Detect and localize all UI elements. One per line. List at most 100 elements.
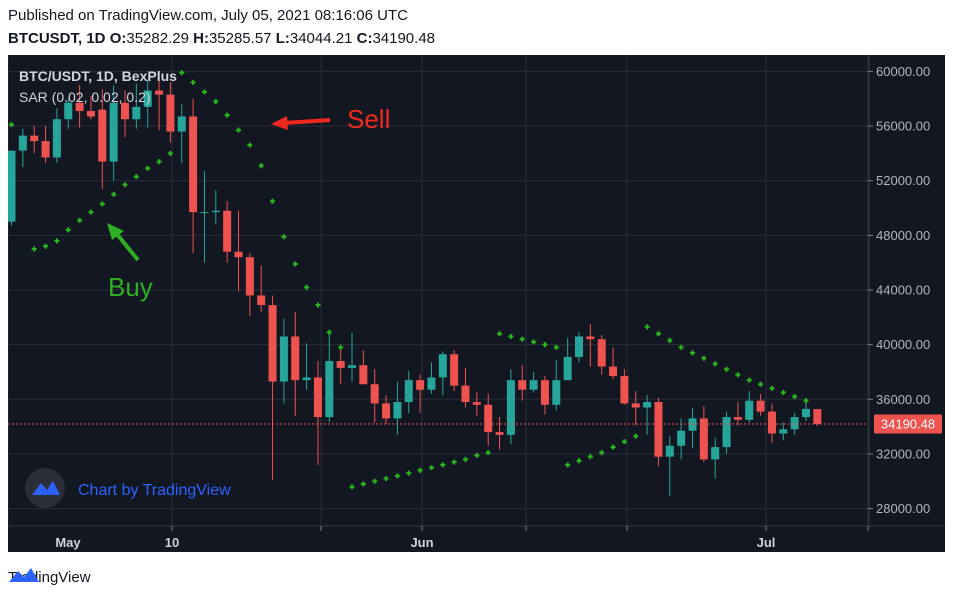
candle [529,371,538,393]
sar-point [190,79,196,85]
sar-point [9,122,14,128]
candle-body [336,361,345,368]
sar-point [156,159,162,165]
sar-point [792,394,798,400]
published-line: Published on TradingView.com, July 05, 2… [8,7,408,24]
candle [450,350,459,392]
candle [279,318,288,404]
price-axis: 60000.00 56000.00 52000.00 48000.00 44000.00… [868,64,930,516]
candle-body [404,380,413,403]
candle-body [427,377,436,390]
sell-annotation: Sell [347,104,390,134]
last-price-tag-bg [874,414,942,434]
candle-body [302,377,311,381]
candle [631,391,640,426]
candle [18,128,27,168]
candle-body [211,210,220,213]
candle-body [756,400,765,412]
sar-point [497,331,503,337]
candle-body [41,141,50,158]
candle [166,82,175,143]
candle [677,418,686,460]
candle-body [495,432,504,435]
sar-point [644,324,650,330]
candle-body [802,408,810,418]
candles-layer [8,71,822,497]
candle-body [813,409,822,425]
sar-point [326,329,332,335]
candle-body [654,402,663,457]
low-label: L: [275,30,290,47]
candle-body [438,354,447,378]
price-chart[interactable]: 60000.00 56000.00 52000.00 48000.00 44000.00… [8,55,945,552]
sar-point [111,191,117,197]
candle [86,95,95,120]
price-tick-label: 36000.00 [876,392,930,407]
candle-body [643,402,652,408]
candle-body [597,339,606,367]
candle-body [279,336,288,382]
sar-point [65,227,71,233]
candle-body [177,116,186,132]
sar-point [99,201,105,207]
sar-point [315,302,321,308]
open-value: 35282.29 [126,30,189,47]
sar-point [746,377,752,383]
candle-body [461,385,470,403]
tradingview-logo-icon [9,568,39,582]
close-value: 34190.48 [372,30,436,47]
candle-body [552,380,561,405]
low-value: 34044.21 [289,30,353,47]
candle [586,324,595,367]
candle [121,90,129,137]
candle [245,253,254,316]
candle [382,395,391,424]
candle [620,369,629,405]
sar-point [508,333,514,339]
sar-point [428,465,434,471]
symbol-label: BTCUSDT, 1D [8,30,106,47]
sar-point [88,209,94,215]
candle [518,365,527,401]
candle [643,395,652,435]
tradingview-logo-icon [32,481,60,495]
candle [563,337,572,381]
footer: TradingView [8,566,91,588]
candle [609,347,618,379]
candle [109,85,118,181]
candle [30,126,39,154]
high-value: 35285.57 [208,30,272,47]
candle [484,393,493,446]
candle-body [722,417,731,448]
chart-panel[interactable]: 60000.00 56000.00 52000.00 48000.00 44000.00… [8,55,945,552]
sar-point [690,350,695,356]
candle [495,417,504,450]
candle-body [733,417,742,420]
buy-annotation: Buy [108,272,153,302]
candle-body [450,354,459,386]
candle-body [575,336,583,357]
candle-body [518,380,527,390]
sar-point [31,246,37,252]
candle [8,150,16,226]
candle-body [109,102,118,162]
price-tick-label: 60000.00 [876,64,930,79]
candle [257,265,266,312]
candle-body [30,135,39,142]
sar-point [77,217,83,223]
candle [767,403,776,444]
time-tick-label: 10 [165,535,179,550]
watermark-text: Chart by TradingView [78,482,231,499]
candle [427,362,436,394]
candle-body [155,90,164,95]
price-tick-label: 40000.00 [876,337,930,352]
candle-body [359,365,368,385]
price-tick-label: 32000.00 [876,446,930,461]
candle [756,393,765,416]
sar-point [270,198,276,204]
sar-point [531,339,537,345]
candle-body [631,403,640,408]
candle [313,361,322,465]
candle-body [370,384,379,404]
time-tick-label: Jun [410,535,433,550]
